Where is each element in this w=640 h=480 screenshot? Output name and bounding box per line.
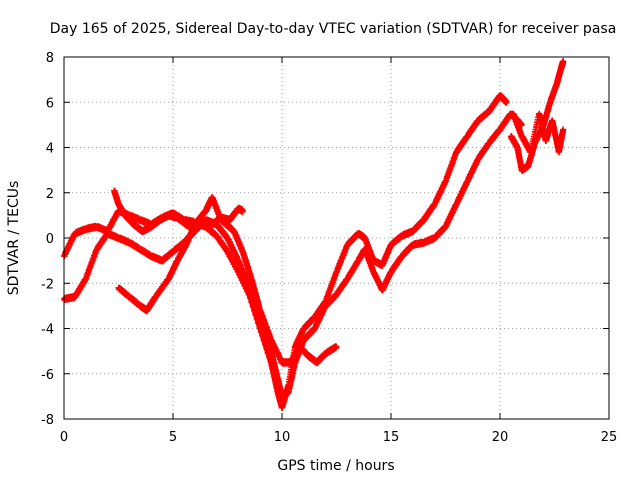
data-points: [61, 58, 567, 411]
chart-title: Day 165 of 2025, Sidereal Day-to-day VTE…: [50, 21, 617, 37]
grid-lines: [64, 57, 609, 419]
